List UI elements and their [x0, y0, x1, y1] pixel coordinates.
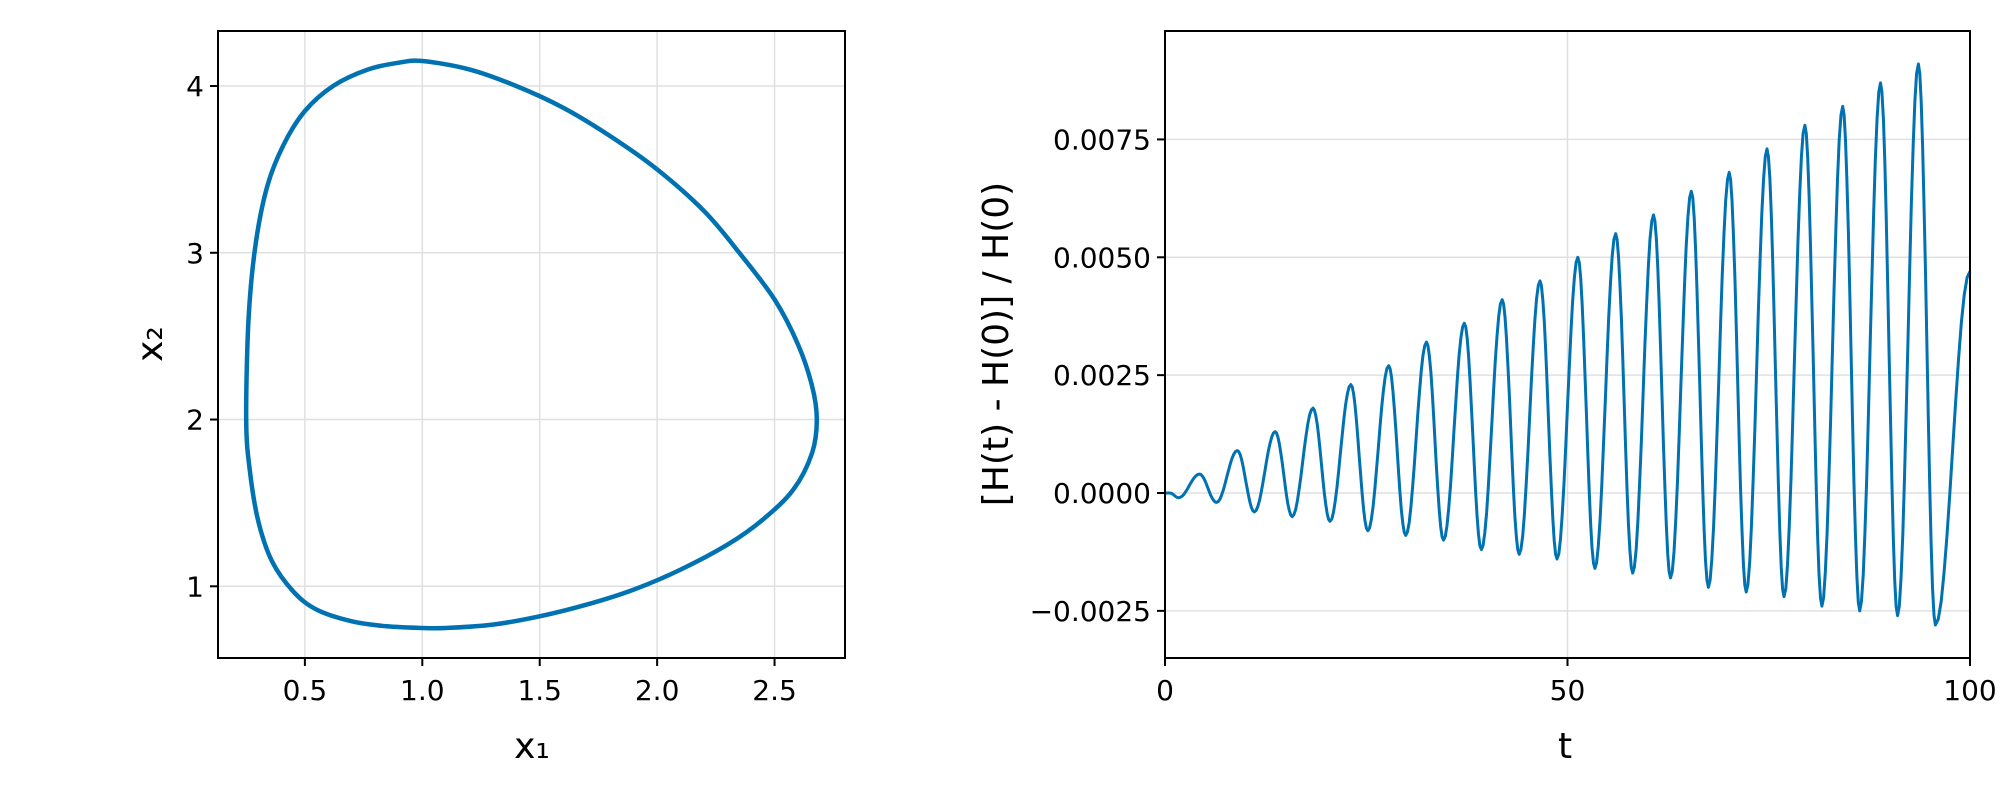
- energy-error-x-ticks: 0 50 100: [1156, 658, 1997, 707]
- phase-portrait-x-ticks: 0.5 1.0 1.5 2.0 2.5: [283, 658, 797, 707]
- energy-error-x-axis-label: t: [1558, 726, 1572, 767]
- phase-portrait-orbit: [243, 58, 820, 631]
- phase-portrait-plot: 0.5 1.0 1.5 2.0 2.5 1 2 3 4 x₁ x₂: [130, 30, 846, 767]
- y-tick-label: 0.0000: [1053, 477, 1151, 510]
- phase-portrait-y-ticks: 1 2 3 4: [186, 70, 218, 603]
- x-tick-label: 1.5: [517, 674, 562, 707]
- y-tick-label: 3: [186, 237, 204, 270]
- y-tick-label: −0.0025: [1030, 595, 1151, 628]
- x-tick-label: 0: [1156, 674, 1174, 707]
- energy-error-y-ticks: −0.0025 0.0000 0.0025 0.0050 0.0075: [1030, 123, 1165, 628]
- energy-error-grid: [1164, 31, 1971, 658]
- x-tick-label: 2.0: [635, 674, 680, 707]
- y-tick-label: 1: [186, 570, 204, 603]
- x-tick-label: 50: [1550, 674, 1586, 707]
- y-tick-label: 0.0050: [1053, 241, 1151, 274]
- x-tick-label: 100: [1943, 674, 1996, 707]
- y-tick-label: 2: [186, 404, 204, 437]
- energy-error-y-axis-label: [H(t) - H(0)] / H(0): [976, 182, 1017, 506]
- phase-portrait-grid: [218, 31, 845, 658]
- energy-error-series-line: [1163, 62, 1972, 627]
- y-tick-label: 0.0075: [1053, 123, 1151, 156]
- phase-portrait-frame: [217, 30, 846, 659]
- x-tick-label: 1.0: [400, 674, 445, 707]
- y-tick-label: 0.0025: [1053, 359, 1151, 392]
- phase-portrait-y-axis-label: x₂: [130, 326, 171, 362]
- y-tick-label: 4: [186, 70, 204, 103]
- x-tick-label: 0.5: [283, 674, 328, 707]
- x-tick-label: 2.5: [752, 674, 797, 707]
- energy-error-plot: 0 50 100 −0.0025 0.0000 0.0025 0.0050 0.0075 t…: [976, 30, 1997, 767]
- phase-portrait-x-axis-label: x₁: [514, 726, 550, 767]
